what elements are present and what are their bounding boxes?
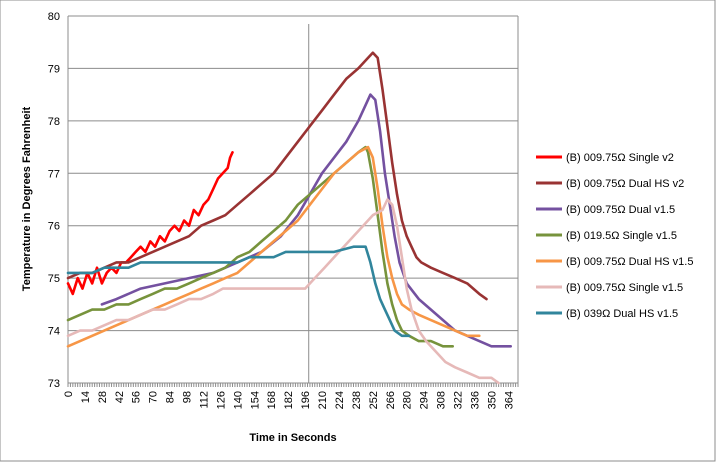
series-lines bbox=[66, 51, 513, 385]
x-tick-label: 98 bbox=[182, 391, 194, 403]
x-axis-title: Time in Seconds bbox=[249, 432, 336, 444]
y-tick-label: 77 bbox=[48, 168, 60, 180]
x-tick-label: 350 bbox=[486, 391, 498, 409]
series-line-4 bbox=[66, 145, 455, 348]
x-tick-label: 14 bbox=[80, 391, 92, 403]
legend-label-4: (B) 019.5Ω Single v1.5 bbox=[566, 230, 677, 242]
x-tick-label: 126 bbox=[215, 391, 227, 409]
x-tick-label: 224 bbox=[334, 391, 346, 409]
y-tick-label: 74 bbox=[48, 326, 60, 338]
tick-labels: 73 74 75 76 77 78 79 80 0 14 28 42 56 70 84 98 112 126 140… bbox=[48, 11, 516, 409]
x-tick-label: 182 bbox=[283, 391, 295, 409]
y-axis-title: Temperature in Degrees Fahrenheit bbox=[21, 106, 33, 291]
x-tick-label: 70 bbox=[148, 391, 160, 403]
legend: (B) 009.75Ω Single v2 (B) 009.75Ω Dual HS… bbox=[536, 152, 693, 320]
series-line-2 bbox=[66, 51, 488, 301]
x-tick-label: 364 bbox=[503, 391, 515, 409]
x-tick-label: 238 bbox=[351, 391, 363, 409]
x-tick-label: 336 bbox=[469, 391, 481, 409]
legend-label-6: (B) 009.75Ω Single v1.5 bbox=[566, 282, 683, 294]
x-tick-label: 140 bbox=[232, 391, 244, 409]
y-tick-label: 73 bbox=[48, 378, 60, 390]
x-tick-label: 42 bbox=[114, 391, 126, 403]
y-tick-label: 79 bbox=[48, 63, 60, 75]
x-tick-label: 0 bbox=[63, 391, 75, 397]
y-tick-label: 80 bbox=[48, 11, 60, 23]
legend-label-5: (B) 009.75Ω Dual HS v1.5 bbox=[566, 256, 693, 268]
y-tick-label: 78 bbox=[48, 116, 60, 128]
x-tick-label: 322 bbox=[453, 391, 465, 409]
x-tick-label: 84 bbox=[165, 391, 177, 403]
legend-label-1: (B) 009.75Ω Single v2 bbox=[566, 152, 674, 164]
legend-label-3: (B) 009.75Ω Dual v1.5 bbox=[566, 204, 675, 216]
x-tick-label: 56 bbox=[131, 391, 143, 403]
x-tick-label: 266 bbox=[385, 391, 397, 409]
x-tick-label: 28 bbox=[97, 391, 109, 403]
x-tick-label: 252 bbox=[368, 391, 380, 409]
x-tick-label: 280 bbox=[402, 391, 414, 409]
legend-label-2: (B) 009.75Ω Dual HS v2 bbox=[566, 178, 684, 190]
x-tick-label: 294 bbox=[419, 391, 431, 409]
legend-label-7: (B) 039Ω Dual HS v1.5 bbox=[566, 308, 678, 320]
y-tick-label: 75 bbox=[48, 273, 60, 285]
y-tick-label: 76 bbox=[48, 221, 60, 233]
x-tick-label: 308 bbox=[436, 391, 448, 409]
x-tick-label: 112 bbox=[198, 391, 210, 409]
x-tick-label: 196 bbox=[300, 391, 312, 409]
x-tick-label: 210 bbox=[317, 391, 329, 409]
series-line-6 bbox=[66, 198, 500, 385]
x-tick-label: 168 bbox=[266, 391, 278, 409]
axes bbox=[67, 16, 519, 387]
x-tick-label: 154 bbox=[249, 391, 261, 409]
series-line-7 bbox=[66, 245, 411, 338]
